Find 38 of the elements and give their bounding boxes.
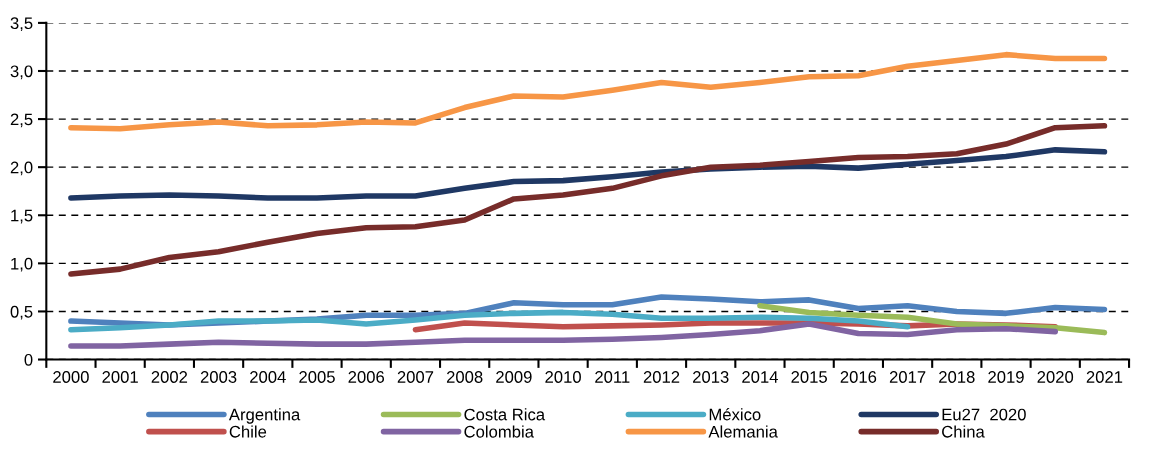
x-tick-label: 2021 <box>1086 371 1123 383</box>
x-tick-label: 2004 <box>250 371 286 383</box>
x-tick-label: 2007 <box>397 371 434 383</box>
x-tick-label: 2000 <box>53 371 89 383</box>
y-tick-label: 3,0 <box>10 65 33 80</box>
x-tick-label: 2009 <box>496 371 532 383</box>
y-tick-label: 0,5 <box>10 305 33 320</box>
y-tick-label: 2,0 <box>10 161 33 176</box>
legend-label: Colombia <box>464 425 534 438</box>
x-tick-label: 2006 <box>348 371 385 383</box>
legend-label: Alemania <box>708 425 778 438</box>
x-tick-label: 2019 <box>988 371 1024 383</box>
x-tick-label: 2003 <box>200 371 237 383</box>
x-tick-label: 2013 <box>693 371 729 383</box>
x-tick-label: 2001 <box>102 371 138 383</box>
legend-label: Argentina <box>228 408 301 424</box>
y-tick-label: 3,5 <box>10 17 33 32</box>
x-tick-label: 2017 <box>889 371 926 383</box>
x-tick-label: 2014 <box>742 371 778 383</box>
x-tick-label: 2015 <box>791 371 827 383</box>
x-tick-label: 2018 <box>939 371 975 383</box>
x-tick-label: 2020 <box>1037 371 1074 383</box>
x-tick-label: 2011 <box>595 371 630 383</box>
y-tick-label: 0 <box>24 353 33 366</box>
x-tick-label: 2002 <box>151 371 188 383</box>
legend-label: Eu27 2020 <box>942 408 1026 421</box>
legend-label: Costa Rica <box>464 408 546 421</box>
y-tick-label: 2,5 <box>10 113 33 128</box>
x-tick-label: 2005 <box>299 371 335 383</box>
x-tick-label: 2016 <box>840 371 877 383</box>
legend-label: México <box>709 408 761 421</box>
x-tick-label: 2008 <box>446 371 483 383</box>
legend-label: China <box>942 425 985 438</box>
x-tick-label: 2010 <box>545 371 581 383</box>
x-tick-label: 2012 <box>643 371 680 383</box>
y-tick-label: 1,0 <box>11 257 33 272</box>
legend-label: Chile <box>229 425 267 438</box>
y-tick-label: 1,5 <box>11 209 33 224</box>
